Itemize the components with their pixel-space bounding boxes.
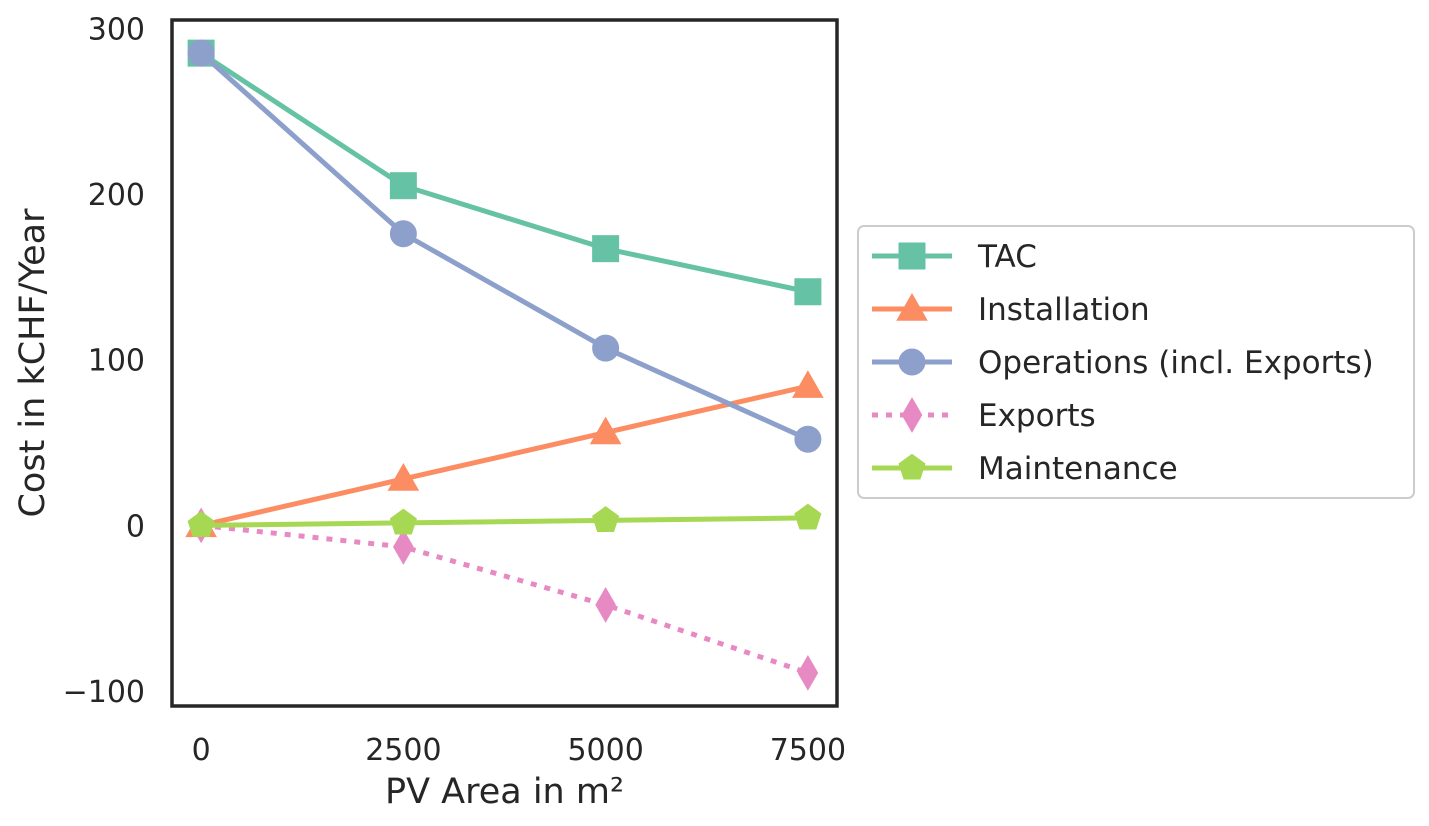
legend-item-installation: Installation [872, 292, 1150, 328]
legend-item-operations-incl-exports: Operations (incl. Exports) [872, 345, 1374, 381]
plot-frame [170, 18, 839, 708]
x-tick-label: 0 [192, 733, 211, 768]
legend-marker [898, 348, 926, 376]
legend: TAC Installation Operations (incl. Exports… [857, 225, 1415, 499]
y-tick-label: 0 [126, 509, 145, 544]
data-point [595, 587, 616, 623]
x-tick-label: 5000 [567, 733, 643, 768]
data-point [592, 235, 620, 263]
data-point [794, 425, 822, 453]
y-tick-label: 200 [88, 178, 145, 213]
legend-box [857, 225, 1415, 499]
y-tick-label: −100 [63, 675, 145, 710]
plot-layer [185, 39, 824, 691]
legend-marker [898, 242, 926, 270]
series-line [201, 515, 808, 528]
series-tac [187, 39, 822, 306]
data-point [393, 529, 414, 565]
data-point [589, 416, 622, 445]
data-point [794, 278, 822, 306]
series-installation [185, 370, 824, 538]
data-point [187, 39, 215, 67]
legend-item-exports: Exports [872, 397, 1096, 434]
legend-marker [901, 397, 923, 433]
data-point [387, 463, 420, 491]
x-tick-label: 2500 [365, 733, 441, 768]
legend-item-maintenance: Maintenance [872, 451, 1178, 487]
data-point [389, 220, 417, 248]
series-line [200, 522, 809, 676]
data-point [187, 511, 215, 537]
data-point [794, 503, 822, 530]
legend-label: Maintenance [978, 451, 1178, 487]
series-line [199, 51, 809, 442]
y-tick-label: 300 [88, 12, 145, 47]
series-maintenance [187, 503, 822, 537]
data-point [797, 654, 819, 691]
data-point [389, 172, 417, 200]
y-axis-label: Cost in kCHF/Year [13, 208, 53, 518]
data-point [592, 506, 620, 532]
y-axis-ticks: −100 0 100 200 300 [63, 12, 145, 710]
legend-label: Installation [978, 292, 1150, 328]
data-point [389, 508, 417, 535]
legend-marker [898, 453, 926, 480]
series-exports [190, 507, 819, 691]
legend-item-tac: TAC [872, 239, 1037, 275]
x-axis-ticks: 0 2500 5000 7500 [192, 733, 846, 768]
legend-label: Exports [978, 398, 1096, 434]
series-line [200, 383, 809, 528]
x-tick-label: 7500 [770, 733, 846, 768]
data-point [792, 370, 824, 398]
y-tick-label: 100 [88, 344, 145, 379]
x-axis-label: PV Area in m² [385, 772, 624, 812]
legend-label: TAC [977, 239, 1037, 275]
legend-label: Operations (incl. Exports) [978, 345, 1374, 381]
series-operations-incl-exports [187, 39, 822, 453]
legend-marker [896, 293, 928, 321]
series-line [199, 51, 809, 295]
data-point [592, 334, 620, 362]
